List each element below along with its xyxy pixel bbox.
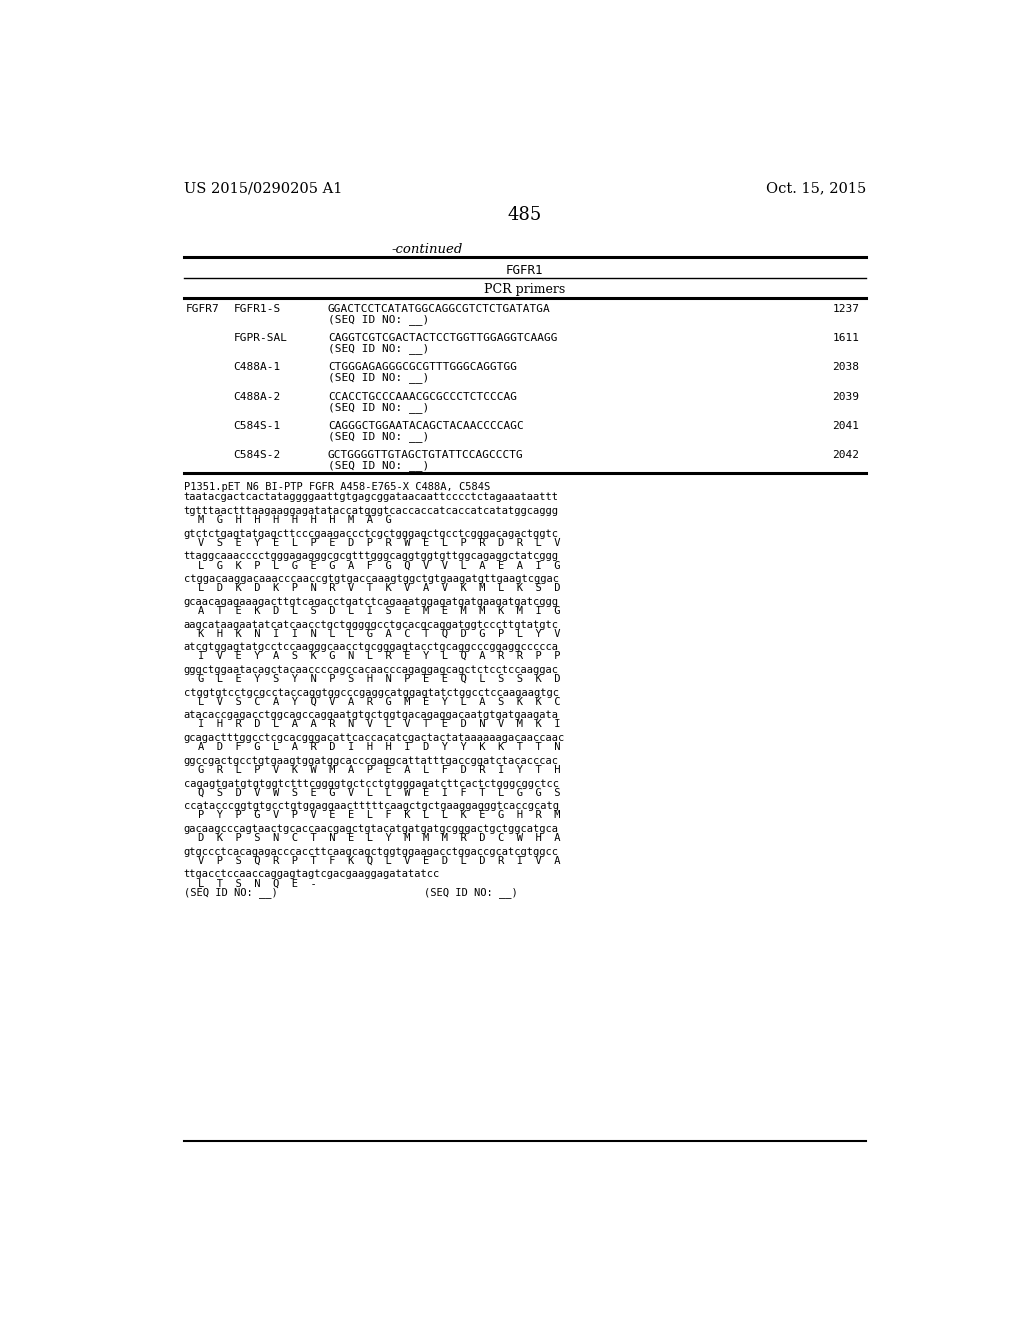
Text: D  K  P  S  N  C  T  N  E  L  Y  M  M  M  R  D  C  W  H  A: D K P S N C T N E L Y M M M R D C W H A — [198, 833, 560, 843]
Text: P1351.pET N6 BI-PTP FGFR A458-E765-X C488A, C584S: P1351.pET N6 BI-PTP FGFR A458-E765-X C48… — [183, 482, 490, 492]
Text: (SEQ ID NO: __): (SEQ ID NO: __) — [328, 461, 429, 471]
Text: CTGGGAGAGGGCGCGTTTGGGCAGGTGG: CTGGGAGAGGGCGCGTTTGGGCAGGTGG — [328, 363, 517, 372]
Text: V  S  E  Y  E  L  P  E  D  P  R  W  E  L  P  R  D  R  L  V: V S E Y E L P E D P R W E L P R D R L V — [198, 537, 560, 548]
Text: (SEQ ID NO: __): (SEQ ID NO: __) — [424, 887, 518, 898]
Text: FGFR1-S: FGFR1-S — [233, 304, 281, 314]
Text: CAGGGCTGGAATACAGCTACAACCCCAGC: CAGGGCTGGAATACAGCTACAACCCCAGC — [328, 421, 523, 430]
Text: 2039: 2039 — [833, 392, 859, 401]
Text: 2038: 2038 — [833, 363, 859, 372]
Text: PCR primers: PCR primers — [484, 282, 565, 296]
Text: (SEQ ID NO: __): (SEQ ID NO: __) — [328, 430, 429, 442]
Text: US 2015/0290205 A1: US 2015/0290205 A1 — [183, 182, 342, 195]
Text: C584S-2: C584S-2 — [233, 450, 281, 461]
Text: L  D  K  D  K  P  N  R  V  T  K  V  A  V  K  M  L  K  S  D: L D K D K P N R V T K V A V K M L K S D — [198, 583, 560, 593]
Text: K  H  K  N  I  I  N  L  L  G  A  C  T  Q  D  G  P  L  Y  V: K H K N I I N L L G A C T Q D G P L Y V — [198, 628, 560, 639]
Text: 2042: 2042 — [833, 450, 859, 461]
Text: A  T  E  K  D  L  S  D  L  I  S  E  M  E  M  M  K  M  I  G: A T E K D L S D L I S E M E M M K M I G — [198, 606, 560, 615]
Text: FGPR-SAL: FGPR-SAL — [233, 333, 288, 343]
Text: taatacgactcactataggggaattgtgagcggataacaattcccctctagaaataattt: taatacgactcactataggggaattgtgagcggataacaa… — [183, 492, 559, 502]
Text: I  H  R  D  L  A  A  R  N  V  L  V  T  E  D  N  V  M  K  I: I H R D L A A R N V L V T E D N V M K I — [198, 719, 560, 730]
Text: G  L  E  Y  S  Y  N  P  S  H  N  P  E  E  Q  L  S  S  K  D: G L E Y S Y N P S H N P E E Q L S S K D — [198, 675, 560, 684]
Text: gacaagcccagtaactgcaccaacgagctgtacatgatgatgcgggactgctggcatgca: gacaagcccagtaactgcaccaacgagctgtacatgatga… — [183, 824, 559, 834]
Text: Oct. 15, 2015: Oct. 15, 2015 — [766, 182, 866, 195]
Text: L  G  K  P  L  G  E  G  A  F  G  Q  V  V  L  A  E  A  I  G: L G K P L G E G A F G Q V V L A E A I G — [198, 561, 560, 570]
Text: atacaccgagacctggcagccaggaatgtgctggtgacagaggacaatgtgatgaagata: atacaccgagacctggcagccaggaatgtgctggtgacag… — [183, 710, 559, 721]
Text: 485: 485 — [508, 206, 542, 224]
Text: FGFR7: FGFR7 — [185, 304, 219, 314]
Text: gcaacagagaaagacttgtcagacctgatctcagaaatggagatgatgaagatgatcggg: gcaacagagaaagacttgtcagacctgatctcagaaatgg… — [183, 597, 559, 607]
Text: tgtttaactttaagaaggagatataccatgggtcaccaccatcaccatcatatggcaggg: tgtttaactttaagaaggagatataccatgggtcaccacc… — [183, 506, 559, 516]
Text: aagcataagaatatcatcaacctgctgggggcctgcacgcaggatggtcccttgtatgtc: aagcataagaatatcatcaacctgctgggggcctgcacgc… — [183, 619, 559, 630]
Text: V  P  S  Q  R  P  T  F  K  Q  L  V  E  D  L  D  R  I  V  A: V P S Q R P T F K Q L V E D L D R I V A — [198, 855, 560, 866]
Text: C488A-2: C488A-2 — [233, 392, 281, 401]
Text: (SEQ ID NO: __): (SEQ ID NO: __) — [183, 887, 278, 898]
Text: -continued: -continued — [391, 243, 463, 256]
Text: ctggacaaggacaaacccaaccgtgtgaccaaagtggctgtgaagatgttgaagtcggac: ctggacaaggacaaacccaaccgtgtgaccaaagtggctg… — [183, 574, 559, 585]
Text: C488A-1: C488A-1 — [233, 363, 281, 372]
Text: A  D  F  G  L  A  R  D  I  H  H  I  D  Y  Y  K  K  T  T  N: A D F G L A R D I H H I D Y Y K K T T N — [198, 742, 560, 752]
Text: GGACTCCTCATATGGCAGGCGTCTCTGATATGA: GGACTCCTCATATGGCAGGCGTCTCTGATATGA — [328, 304, 551, 314]
Text: gggctggaatacagctacaaccccagccacaacccagaggagcagctctcctccaaggac: gggctggaatacagctacaaccccagccacaacccagagg… — [183, 665, 559, 675]
Text: ctggtgtcctgcgcctaccaggtggcccgaggcatggagtatctggcctccaagaagtgc: ctggtgtcctgcgcctaccaggtggcccgaggcatggagt… — [183, 688, 559, 698]
Text: L  V  S  C  A  Y  Q  V  A  R  G  M  E  Y  L  A  S  K  K  C: L V S C A Y Q V A R G M E Y L A S K K C — [198, 697, 560, 706]
Text: ttgacctccaaccaggagtagtcgacgaaggagatatatcc: ttgacctccaaccaggagtagtcgacgaaggagatatatc… — [183, 870, 440, 879]
Text: CAGGTCGTCGACTACTCCTGGTTGGAGGTCAAGG: CAGGTCGTCGACTACTCCTGGTTGGAGGTCAAGG — [328, 333, 557, 343]
Text: 2041: 2041 — [833, 421, 859, 430]
Text: Q  S  D  V  W  S  E  G  V  L  L  W  E  I  F  T  L  G  G  S: Q S D V W S E G V L L W E I F T L G G S — [198, 788, 560, 797]
Text: (SEQ ID NO: __): (SEQ ID NO: __) — [328, 314, 429, 325]
Text: (SEQ ID NO: __): (SEQ ID NO: __) — [328, 343, 429, 354]
Text: 1611: 1611 — [833, 333, 859, 343]
Text: gtgccctcacagagacccaccttcaagcagctggtggaagacctggaccgcatcgtggcc: gtgccctcacagagacccaccttcaagcagctggtggaag… — [183, 847, 559, 857]
Text: M  G  H  H  H  H  H  H  M  A  G: M G H H H H H H M A G — [198, 515, 391, 525]
Text: cagagtgatgtgtggtctttcggggtgctcctgtgggagatcttcactctgggcggctcc: cagagtgatgtgtggtctttcggggtgctcctgtgggaga… — [183, 779, 559, 788]
Text: (SEQ ID NO: __): (SEQ ID NO: __) — [328, 401, 429, 413]
Text: 1237: 1237 — [833, 304, 859, 314]
Text: gcagactttggcctcgcacgggacattcaccacatcgactactataaaaaagacaaccaac: gcagactttggcctcgcacgggacattcaccacatcgact… — [183, 733, 565, 743]
Text: atcgtggagtatgcctccaagggcaacctgcgggagtacctgcaggcccggaggccccca: atcgtggagtatgcctccaagggcaacctgcgggagtacc… — [183, 643, 559, 652]
Text: FGFR1: FGFR1 — [506, 264, 544, 277]
Text: ggccgactgcctgtgaagtggatggcacccgaggcattatttgaccggatctacacccac: ggccgactgcctgtgaagtggatggcacccgaggcattat… — [183, 756, 559, 766]
Text: P  Y  P  G  V  P  V  E  E  L  F  K  L  L  K  E  G  H  R  M: P Y P G V P V E E L F K L L K E G H R M — [198, 810, 560, 820]
Text: CCACCTGCCCAAACGCGCCCTCTCCCAG: CCACCTGCCCAAACGCGCCCTCTCCCAG — [328, 392, 517, 401]
Text: I  V  E  Y  A  S  K  G  N  L  R  E  Y  L  Q  A  R  R  P  P: I V E Y A S K G N L R E Y L Q A R R P P — [198, 651, 560, 661]
Text: ttaggcaaacccctgggagagggcgcgtttgggcaggtggtgttggcagaggctatcggg: ttaggcaaacccctgggagagggcgcgtttgggcaggtgg… — [183, 552, 559, 561]
Text: L  T  S  N  Q  E  -: L T S N Q E - — [198, 878, 316, 888]
Text: C584S-1: C584S-1 — [233, 421, 281, 430]
Text: ccatacccggtgtgcctgtggaggaactttttcaagctgctgaaggagggtcaccgcatg: ccatacccggtgtgcctgtggaggaactttttcaagctgc… — [183, 801, 559, 812]
Text: G  R  L  P  V  K  W  M  A  P  E  A  L  F  D  R  I  Y  T  H: G R L P V K W M A P E A L F D R I Y T H — [198, 764, 560, 775]
Text: gtctctgagtatgagcttcccgaagaccctcgctgggagctgcctcgggacagactggtc: gtctctgagtatgagcttcccgaagaccctcgctgggagc… — [183, 529, 559, 539]
Text: GCTGGGGTTGTAGCTGTATTCCAGCCCTG: GCTGGGGTTGTAGCTGTATTCCAGCCCTG — [328, 450, 523, 461]
Text: (SEQ ID NO: __): (SEQ ID NO: __) — [328, 372, 429, 383]
